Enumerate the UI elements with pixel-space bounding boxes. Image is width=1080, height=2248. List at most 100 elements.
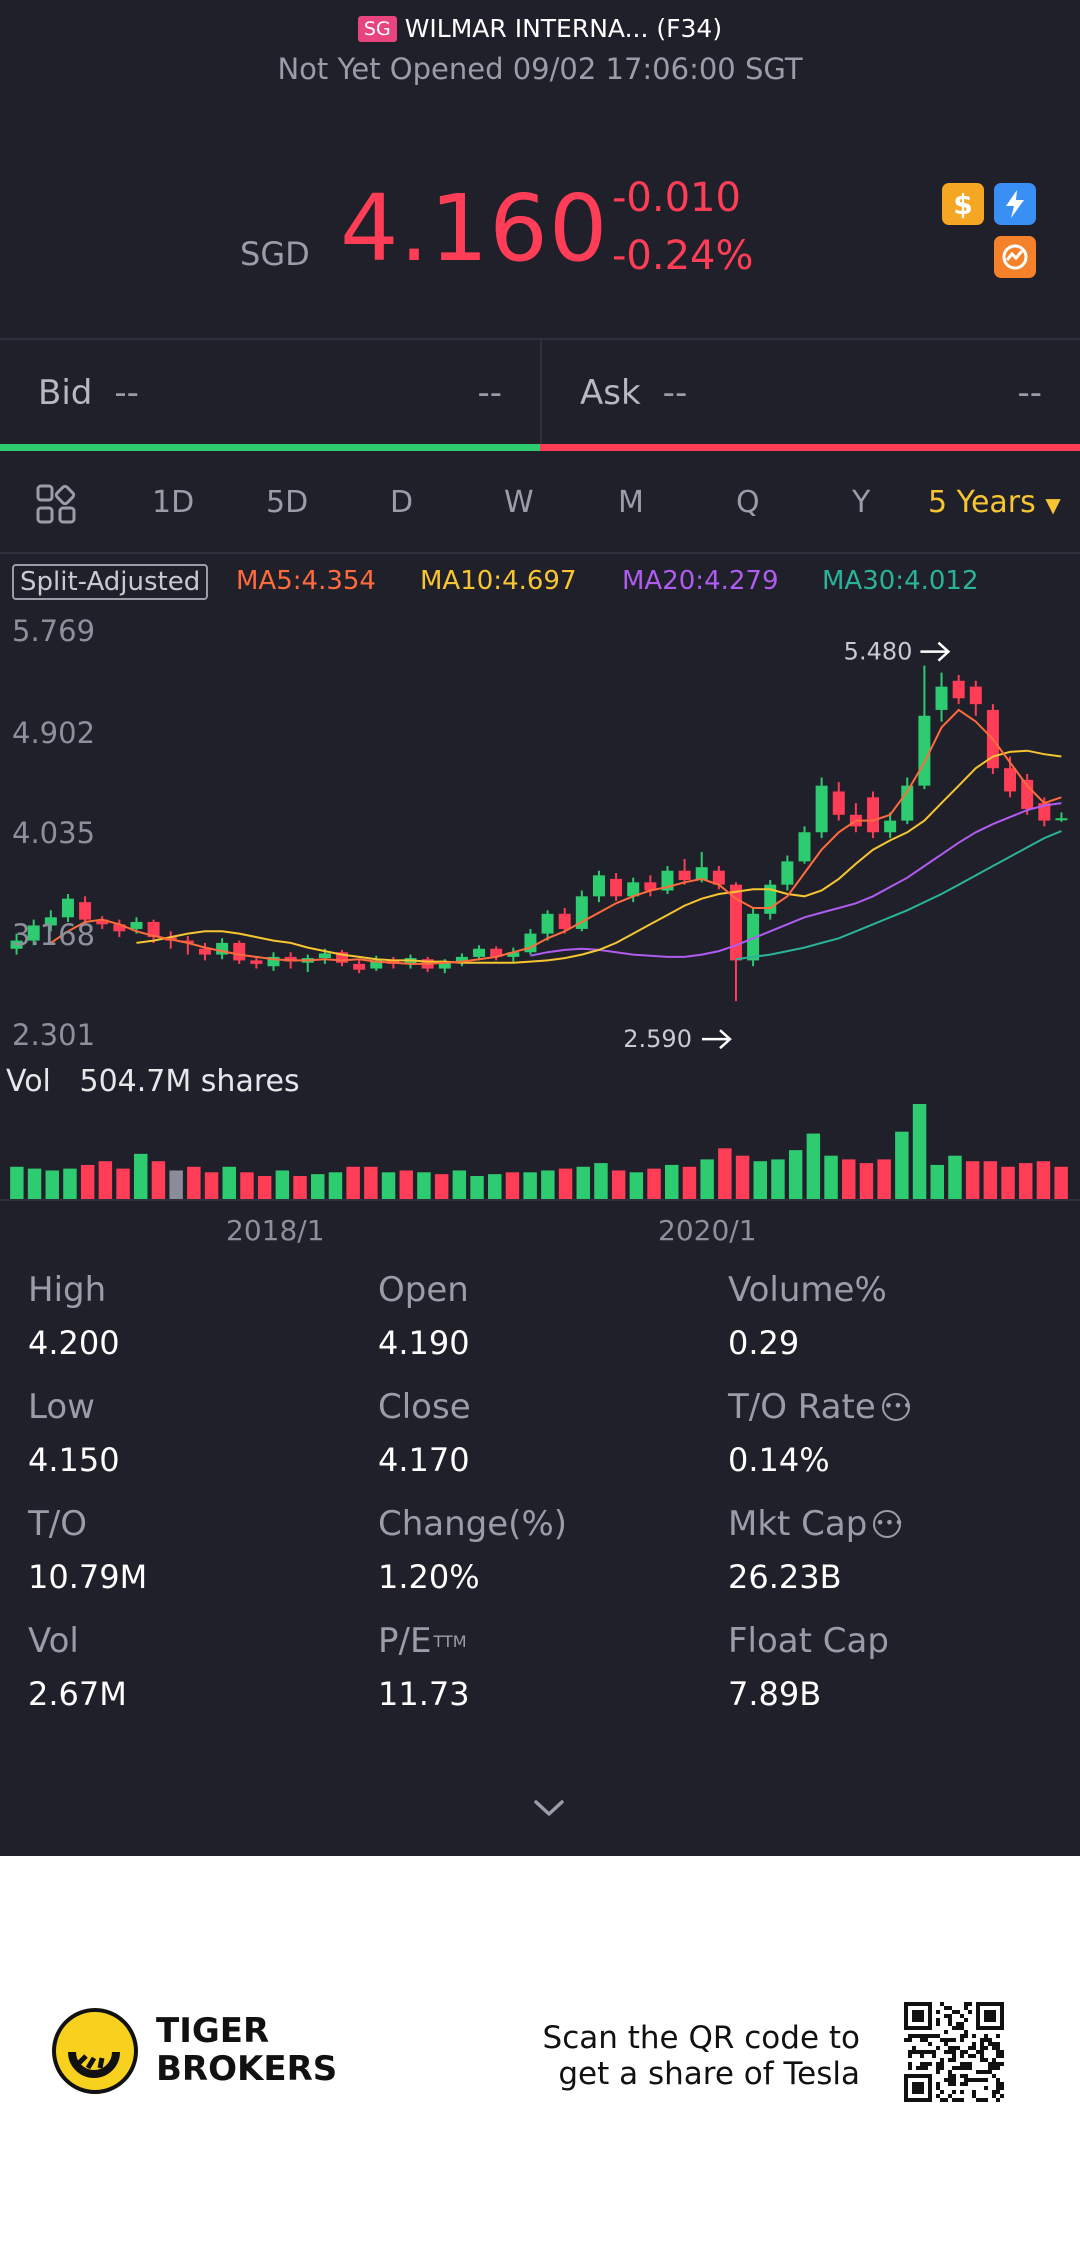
tab-day[interactable]: D [390,485,414,520]
tab-week[interactable]: W [504,485,534,520]
stat-open: Open 4.190 [378,1270,708,1362]
volume-bar [293,1176,307,1200]
currency-label: SGD [240,235,310,273]
candle-body [815,785,828,833]
qr-module [964,2034,968,2038]
qr-module [960,2090,964,2094]
y-tick-label: 4.035 [12,816,96,850]
split-adjusted-toggle[interactable]: Split-Adjusted [12,564,209,600]
qr-module [980,2058,984,2062]
qr-module [952,2082,956,2086]
stat-label: T/O Rate ••• [728,1387,1058,1427]
volume-bar [1001,1166,1015,1200]
stat-value: 10.79M [28,1558,148,1596]
market-status: Not Yet Opened 09/02 17:06:00 SGT [277,52,803,86]
stat-value: 26.23B [728,1558,842,1596]
candle-body [10,940,23,949]
tab-1d[interactable]: 1D [152,485,195,520]
qr-module [980,2038,984,2042]
qr-module [924,2034,928,2038]
qr-module [964,2066,968,2070]
qr-module [952,2090,956,2094]
qr-module [912,2082,924,2094]
flash-icon[interactable] [994,183,1036,225]
qr-module [972,2090,976,2094]
candle-body [764,884,777,914]
qr-module [956,2010,960,2014]
candle-body [79,902,92,920]
y-tick-label: 2.301 [12,1018,96,1052]
volume-bar [434,1174,449,1200]
candle-body [524,933,537,953]
x-tick-label: 2020/1 [658,1214,757,1247]
tab-month[interactable]: M [618,485,644,520]
stat-label: Mkt Cap ••• [728,1504,1058,1544]
tab-quarter[interactable]: Q [736,485,760,520]
info-icon[interactable]: ••• [881,1393,912,1421]
qr-module [996,2062,1000,2066]
stat-label: P/E TTM [378,1621,708,1661]
volume-bar [452,1170,467,1200]
qr-module [1000,2094,1004,2098]
qr-module [916,2050,920,2054]
bid-volume-bar [0,444,540,451]
qr-module [964,2050,968,2054]
candle-body [952,680,965,699]
ma30-value: MA30:4.012 [822,566,979,596]
candle-body [627,882,640,897]
tab-5-years[interactable]: 5 Years ▼ [928,470,1061,536]
candle-body [969,686,982,705]
qr-module [972,2054,976,2058]
ask-box[interactable]: Ask -- -- [540,340,1080,446]
qr-module [948,2050,952,2054]
stat-label: Change(%) [378,1504,568,1544]
candle-body [284,956,297,962]
candle-body [1021,779,1034,809]
ma5-line [50,708,1062,965]
volume-bar [558,1168,573,1200]
qr-module [960,2050,964,2054]
volume-bar [523,1172,537,1200]
ask-volume-bar [540,444,1080,451]
ma30-line [735,830,1062,961]
qr-code[interactable] [904,2002,1004,2102]
tab-year[interactable]: Y [852,485,871,520]
qr-module [960,2034,964,2038]
qr-module [924,2038,928,2042]
chart-icon[interactable] [994,236,1036,278]
volume-bar [328,1172,343,1200]
dollar-icon[interactable]: $ [942,183,984,225]
candle-body [935,686,948,710]
qr-module [924,2062,928,2066]
volume-bar [735,1155,750,1200]
bid-box[interactable]: Bid -- -- [0,340,540,446]
volume-bar [930,1164,944,1200]
qr-module [1000,2082,1004,2086]
volume-bar [965,1161,980,1200]
candle-body [113,924,126,932]
qr-module [956,2066,960,2070]
grid-icon[interactable] [36,484,76,524]
tab-5d[interactable]: 5D [266,485,309,520]
candlestick-chart[interactable]: 5.480 2.590 [0,600,1080,1260]
qr-module [920,2066,924,2070]
qr-module [936,2010,940,2014]
volume-bar [541,1170,555,1200]
stat-value: 0.14% [728,1441,830,1479]
qr-module [948,2014,952,2018]
candle-body [1004,768,1017,792]
chevron-down-icon[interactable] [532,1796,566,1820]
volume-bar [10,1166,24,1200]
qr-module [920,2062,924,2066]
candle-body [233,942,246,961]
stat-float-cap: Float Cap 7.89B [728,1621,1058,1713]
candle-body [781,861,794,885]
info-icon[interactable]: ••• [873,1510,904,1538]
candle-body [473,948,486,957]
stock-title[interactable]: SG WILMAR INTERNA... (F34) [0,14,1080,43]
candle-body [558,913,571,929]
qr-module [960,2066,964,2070]
qr-module [952,2046,956,2050]
candle-body [147,921,160,938]
quote-row: SGD 4.160 -0.010 -0.24% [0,175,1080,295]
